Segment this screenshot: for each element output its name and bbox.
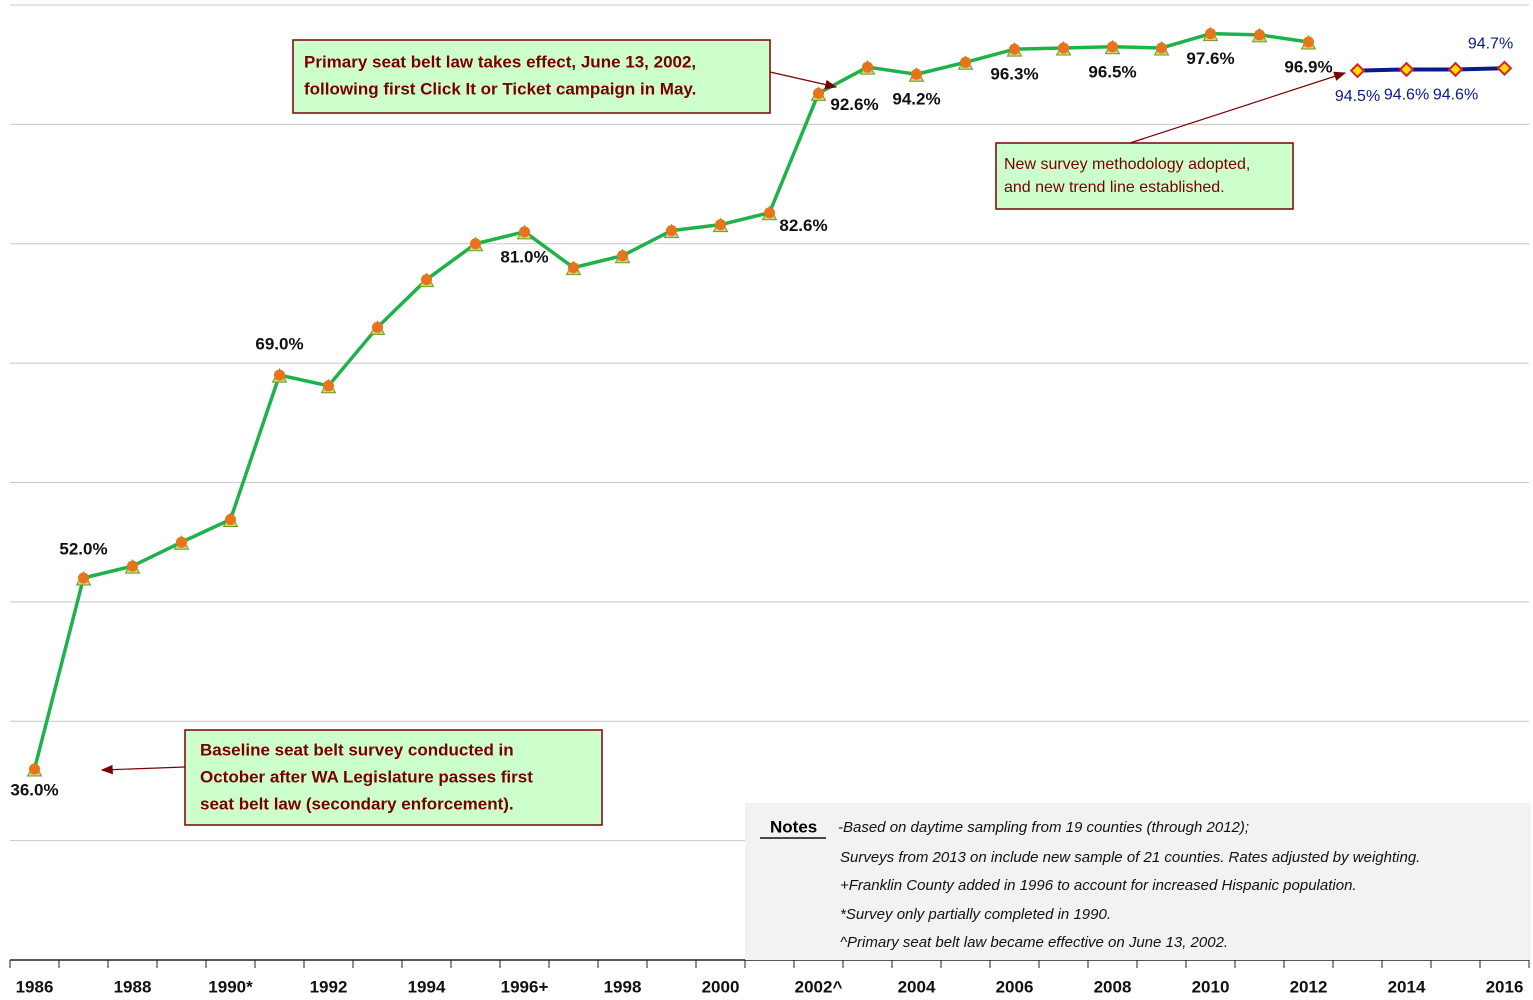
marker [29, 763, 40, 775]
x-tick-label: 1986 [16, 977, 54, 996]
marker [1254, 29, 1265, 41]
x-tick-label: 1988 [114, 977, 152, 996]
marker [127, 560, 138, 572]
note: Surveys from 2013 on include new sample … [840, 849, 1420, 866]
marker [1156, 42, 1167, 54]
marker [617, 250, 628, 262]
note: +Franklin County added in 1996 to accoun… [840, 877, 1357, 894]
note: -Based on daytime sampling from 19 count… [838, 819, 1249, 836]
marker [813, 87, 824, 99]
annotation-text: following first Click It or Ticket campa… [304, 79, 696, 98]
marker [911, 68, 922, 80]
x-tick-label: 1996+ [501, 977, 549, 996]
annotation-arrow [1129, 71, 1347, 144]
marker [470, 238, 481, 250]
marker [1496, 60, 1513, 77]
x-tick-label: 1994 [408, 977, 446, 996]
annotation-box [184, 729, 603, 826]
marker [1349, 62, 1366, 79]
marker [1398, 61, 1415, 78]
data-label: 94.6% [1384, 87, 1429, 104]
marker [568, 262, 579, 274]
marker [1009, 43, 1020, 55]
marker [421, 274, 432, 286]
x-tick-label: 1992 [310, 977, 348, 996]
annotation-arrow [769, 71, 838, 90]
data-label: 97.6% [1186, 49, 1234, 68]
marker [225, 514, 236, 526]
data-label: 92.6% [830, 95, 878, 114]
data-label: 96.3% [990, 65, 1038, 84]
data-label: 81.0% [500, 247, 548, 266]
x-tick-label: 2012 [1290, 977, 1328, 996]
x-tick-label: 2010 [1192, 977, 1230, 996]
notes-title: Notes [770, 817, 817, 836]
marker [372, 321, 383, 333]
marker [764, 207, 775, 219]
data-label: 52.0% [59, 539, 107, 558]
note: *Survey only partially completed in 1990… [840, 906, 1111, 923]
data-label: 94.5% [1335, 88, 1380, 105]
data-label: 96.5% [1088, 62, 1136, 81]
annotation-text: October after WA Legislature passes firs… [200, 767, 533, 786]
marker [519, 226, 530, 238]
marker [1058, 42, 1069, 54]
data-label: 36.0% [10, 780, 58, 799]
annotation-text: New survey methodology adopted, [1004, 156, 1250, 173]
marker [323, 380, 334, 392]
annotation-text: Baseline seat belt survey conducted in [200, 740, 514, 759]
x-tick-label: 2006 [996, 977, 1034, 996]
marker [1107, 41, 1118, 53]
x-tick-label: 1990* [208, 977, 253, 996]
data-label: 82.6% [779, 216, 827, 235]
annotation-arrow [100, 764, 186, 775]
marker [715, 219, 726, 231]
annotation-text: seat belt law (secondary enforcement). [200, 794, 514, 813]
data-label: 94.6% [1433, 87, 1478, 104]
annotation-box [292, 39, 771, 114]
x-tick-label: 2000 [702, 977, 740, 996]
annotation-text: Primary seat belt law takes effect, June… [304, 52, 696, 71]
marker [1205, 28, 1216, 40]
data-label: 69.0% [255, 335, 303, 354]
notes-box [745, 803, 1531, 960]
x-tick-label: 2016 [1486, 977, 1524, 996]
x-tick-label: 2014 [1388, 977, 1426, 996]
annotation-text: and new trend line established. [1004, 179, 1225, 196]
x-tick-label: 1998 [604, 977, 642, 996]
data-label: 96.9% [1284, 57, 1332, 76]
series-line [1357, 66, 1505, 73]
data-label: 94.7% [1468, 35, 1513, 52]
marker [862, 61, 873, 73]
annotation-box [995, 142, 1294, 210]
x-tick-label: 2008 [1094, 977, 1132, 996]
note: ^Primary seat belt law became effective … [840, 934, 1228, 951]
data-label: 94.2% [892, 90, 940, 109]
x-tick-label: 2004 [898, 977, 936, 996]
marker [274, 369, 285, 381]
marker [1303, 36, 1314, 48]
marker [1447, 61, 1464, 78]
marker [960, 56, 971, 68]
marker [666, 225, 677, 237]
marker [78, 572, 89, 584]
x-tick-label: 2002^ [795, 977, 843, 996]
marker [176, 536, 187, 548]
